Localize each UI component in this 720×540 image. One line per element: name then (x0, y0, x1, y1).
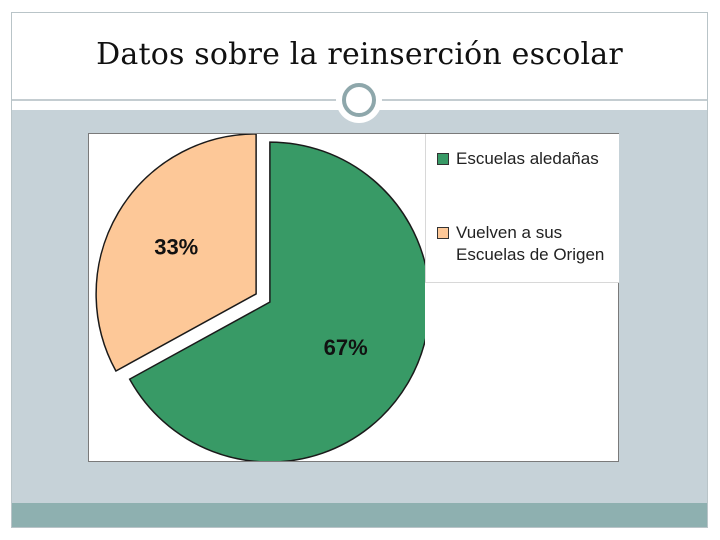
pie-slice-1 (95, 134, 257, 373)
footer-band (12, 503, 707, 527)
legend-item-escuelas-de-origen: Vuelven a sus Escuelas de Origen (437, 222, 626, 266)
pie-chart-plot: 67% 33% (95, 134, 425, 461)
pie-chart: 67% 33% Escuelas aledañas Vuelven a sus E… (88, 133, 619, 462)
legend-swatch (437, 227, 449, 239)
divider-ornament (336, 77, 382, 123)
legend-item-escuelas-aledanas: Escuelas aledañas (437, 148, 626, 170)
chart-legend: Escuelas aledañas Vuelven a sus Escuelas… (425, 134, 619, 283)
pie-data-label-1: 33% (154, 235, 198, 260)
legend-label: Vuelven a sus Escuelas de Origen (456, 223, 605, 264)
slide-title: Datos sobre la reinserción escolar (96, 37, 623, 72)
pie-slice-0 (128, 141, 425, 461)
ring-icon (342, 83, 376, 117)
legend-label: Escuelas aledañas (456, 149, 599, 168)
pie-data-label-0: 67% (324, 335, 368, 360)
legend-swatch (437, 153, 449, 165)
